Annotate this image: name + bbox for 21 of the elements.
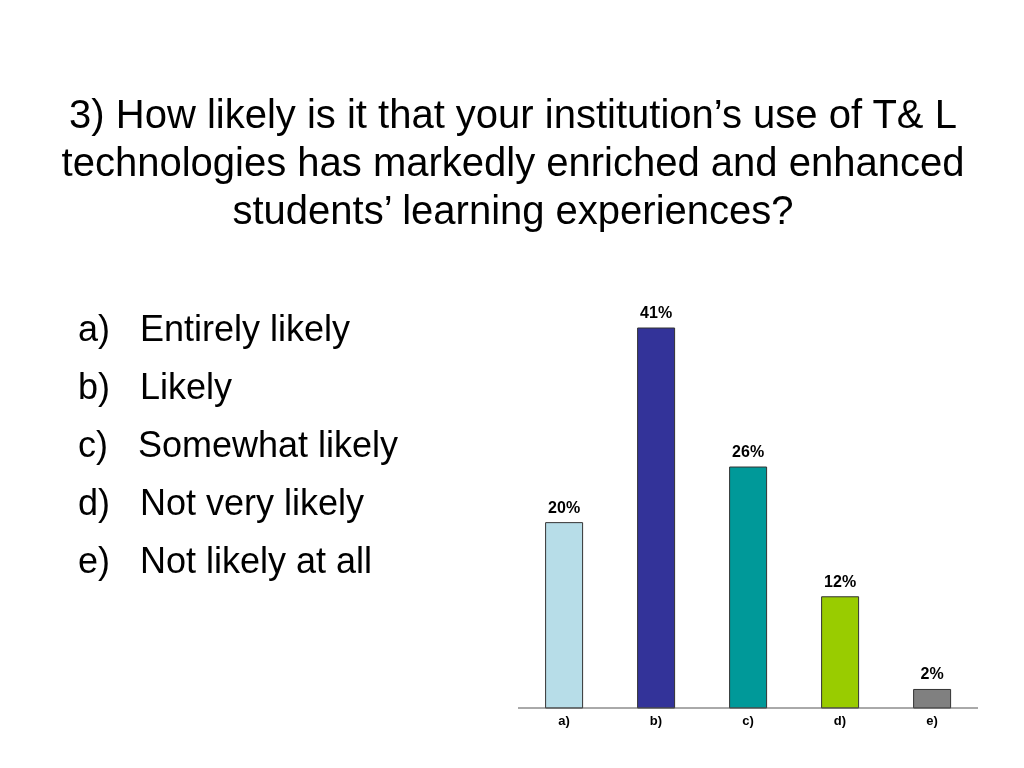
bar bbox=[729, 466, 768, 709]
x-tick-label: d) bbox=[833, 713, 847, 729]
x-tick-label: a) bbox=[558, 713, 570, 729]
bar bbox=[637, 327, 676, 709]
bar bbox=[821, 596, 860, 709]
data-label: 26% bbox=[732, 443, 765, 461]
text: b) Likely bbox=[78, 365, 234, 409]
text: a) Entirely likely bbox=[78, 307, 352, 351]
bar bbox=[545, 522, 584, 709]
bar bbox=[913, 688, 952, 709]
text: d) Not very likely bbox=[78, 481, 366, 525]
data-label: 2% bbox=[920, 665, 944, 683]
data-label: 41% bbox=[640, 304, 673, 321]
x-tick-label: b) bbox=[649, 713, 663, 729]
data-label: 12% bbox=[824, 572, 857, 590]
x-tick-label: e) bbox=[926, 713, 938, 729]
data-label: 20% bbox=[548, 498, 581, 516]
chart-title: 3) How likely is it that your institution’s use of T& L technologies has markedly enriched and enhanced students’ learning experiences? bbox=[60, 91, 966, 234]
text: e) Not likely at all bbox=[78, 539, 374, 583]
text: c) Somewhat likely bbox=[78, 423, 399, 467]
x-tick-label: c) bbox=[742, 713, 754, 729]
